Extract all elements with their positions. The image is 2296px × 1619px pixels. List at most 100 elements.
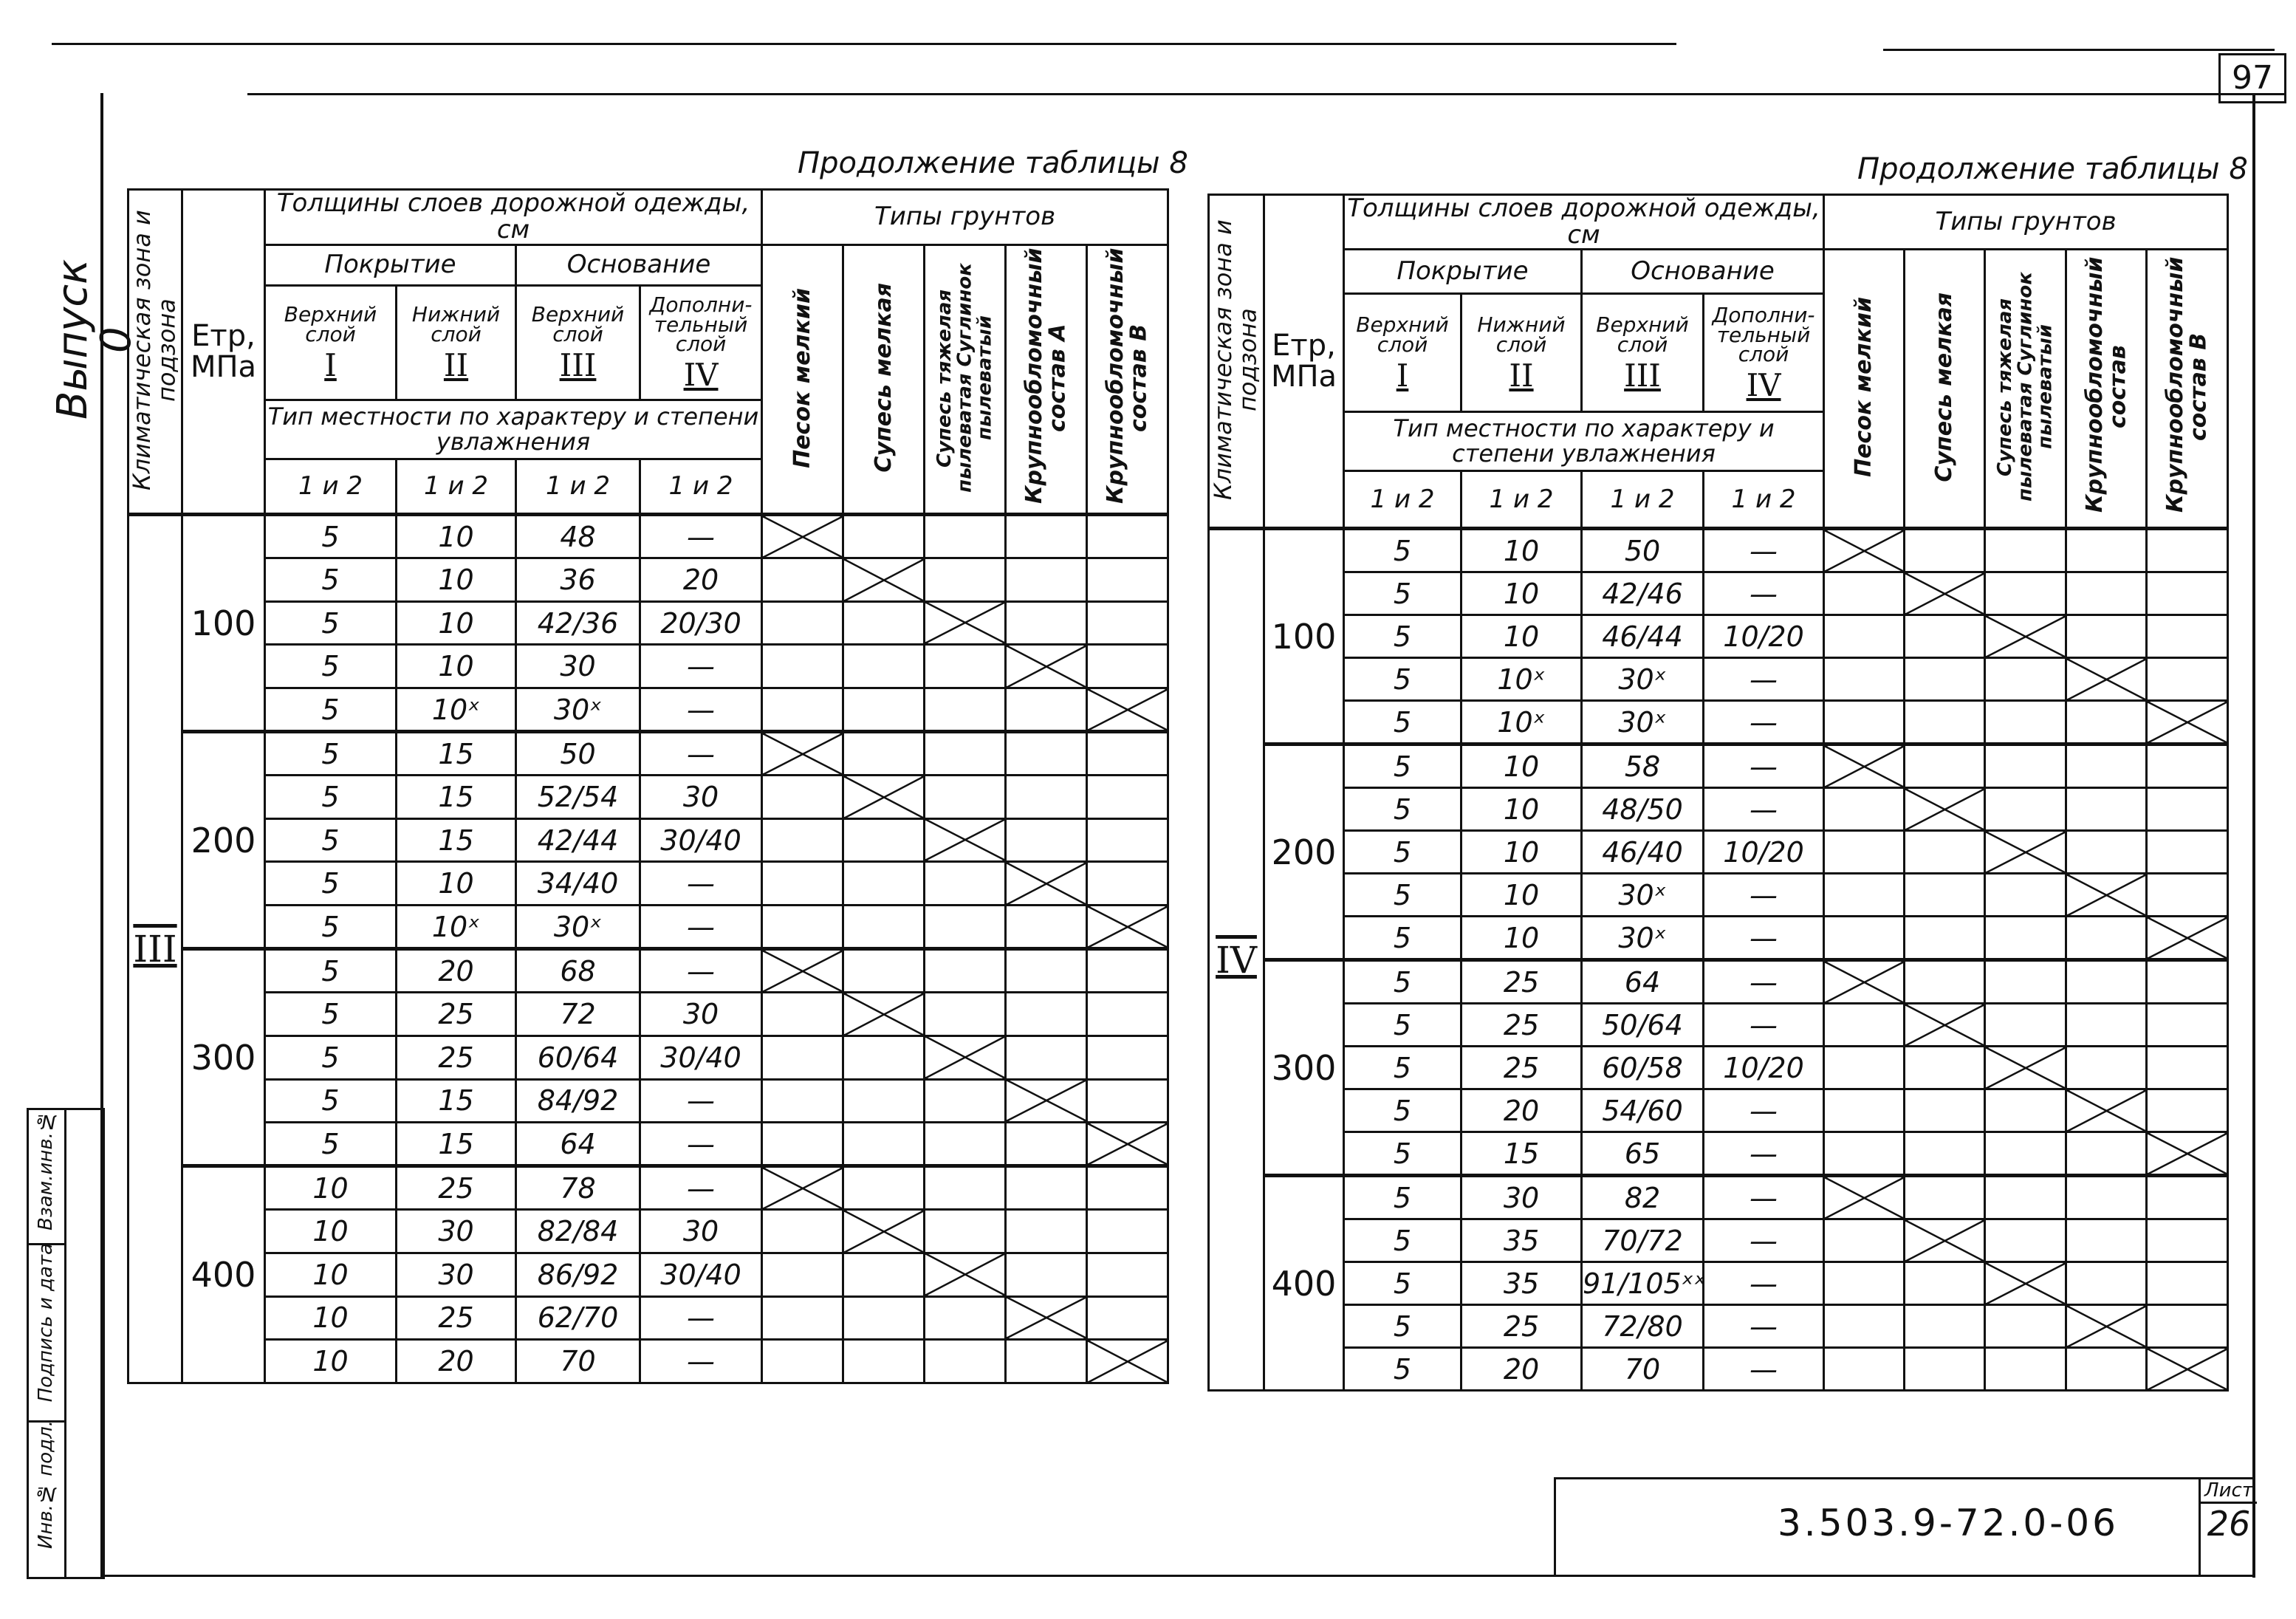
- thickness-value: 82: [1580, 1174, 1704, 1221]
- etr-value: 200: [1263, 743, 1345, 962]
- layer-name: Нижний слой: [411, 302, 501, 347]
- soil-cell: [1086, 1078, 1170, 1124]
- thickness-value: 30: [395, 1208, 517, 1254]
- terrain-header: Тип местности по характеру и степени увл…: [1342, 411, 1826, 473]
- soil-cell: [1004, 557, 1089, 603]
- thickness-value: 10: [395, 557, 517, 603]
- table-row: 300 5 25 64—: [1208, 959, 2230, 1177]
- layer-header: Нижний слой II: [1460, 292, 1583, 414]
- thickness-value: 30: [638, 774, 764, 820]
- thickness-value: 5: [264, 904, 397, 951]
- soil-cell: [1086, 1208, 1170, 1254]
- stamp-signature: Подпись и дата: [29, 1243, 66, 1423]
- thickness-value: 5: [264, 1078, 397, 1124]
- thickness-value: —: [1702, 1218, 1826, 1264]
- thickness-value: 20: [395, 1338, 517, 1384]
- thickness-value: 10: [1460, 571, 1583, 617]
- layer-header: Нижний слой II: [395, 284, 517, 401]
- soil-cell: [2065, 829, 2148, 875]
- soil-cell: [1086, 948, 1170, 994]
- soil-applicable-cross-mark: [1984, 829, 2068, 875]
- thickness-value: 5: [1343, 1304, 1462, 1349]
- soil-applicable-cross-mark: [2145, 699, 2230, 746]
- thickness-value: 25: [1460, 959, 1583, 1005]
- soil-applicable-cross-mark: [1903, 1002, 1987, 1048]
- zone-header-label: Климатическая зона и подзона: [1209, 219, 1262, 501]
- thickness-value: 20: [1460, 1088, 1583, 1134]
- soil-cell: [1984, 571, 2068, 617]
- layer-header: Верхний слой III: [515, 284, 641, 401]
- soil-cell: [2145, 743, 2230, 790]
- soil-applicable-cross-mark: [2065, 1304, 2148, 1349]
- soil-applicable-cross-mark: [1903, 787, 1987, 832]
- top-rule-right: [1883, 49, 2275, 51]
- soil-applicable-cross-mark: [842, 1208, 926, 1254]
- thickness-value: 86/92: [515, 1251, 641, 1298]
- table-row: 5 15 52/54 30: [128, 774, 1170, 820]
- thickness-value: 52/54: [515, 774, 641, 820]
- thickness-value: —: [638, 1121, 764, 1168]
- soil-cell: [1903, 743, 1987, 790]
- soil-applicable-cross-mark: [2145, 915, 2230, 962]
- soil-applicable-cross-mark: [1086, 1338, 1170, 1384]
- frame-right: [2252, 93, 2255, 1578]
- thickness-value: 5: [1343, 829, 1462, 875]
- thickness-value: —: [1702, 1174, 1826, 1221]
- thickness-value: 30ˣ: [515, 687, 641, 733]
- layer-name: Верхний слой: [531, 302, 625, 347]
- table-row: 5 10ˣ 30ˣ —: [1209, 699, 2230, 746]
- soil-cell: [2145, 1261, 2230, 1307]
- thickness-value: 5: [1343, 571, 1462, 617]
- zone-header: Климатическая зона и подзона: [127, 188, 183, 516]
- soil-cell: [2145, 1304, 2230, 1349]
- soil-cell: [1086, 600, 1170, 646]
- soil-cell: [1984, 787, 2068, 832]
- layer-header: Верхний слой I: [264, 284, 397, 401]
- thickness-value: 68: [515, 948, 641, 994]
- soil-cell: [1984, 1346, 2068, 1392]
- soil-cell: [842, 687, 926, 733]
- soil-cell: [1984, 959, 2068, 1005]
- soil-cell: [842, 1034, 926, 1081]
- thickness-value: 84/92: [515, 1078, 641, 1124]
- soil-type-header: Супесь тяжелая пылеватая Суглинок пылева…: [923, 244, 1007, 516]
- thickness-value: 10: [1460, 872, 1583, 918]
- soil-cell: [1903, 1304, 1987, 1349]
- thickness-value: 30/40: [638, 817, 764, 863]
- table-caption-right: Продолжение таблицы 8: [1857, 152, 2248, 186]
- soil-cell: [2065, 1174, 2148, 1221]
- thickness-value: 15: [1460, 1131, 1583, 1177]
- soil-cell: [1823, 1346, 1906, 1392]
- soil-cell: [1903, 915, 1987, 962]
- table-row: 5 10ˣ 30ˣ —: [128, 904, 1170, 951]
- zone-value: III: [127, 513, 183, 1384]
- soil-cell: [1004, 1121, 1089, 1168]
- thickness-value: 10: [264, 1165, 397, 1211]
- thickness-value: 15: [395, 1121, 517, 1168]
- soil-cell: [2145, 1045, 2230, 1091]
- top-rule: [52, 43, 1676, 45]
- thickness-value: —: [1702, 1346, 1826, 1392]
- soil-cell: [1004, 600, 1089, 646]
- layer-number: III: [1624, 357, 1661, 394]
- table-row: 5 10 30—: [128, 643, 1170, 690]
- thickness-value: 25: [395, 1295, 517, 1341]
- soil-cell: [1086, 513, 1170, 559]
- soil-type-label: Супесь тяжелая пылеватая Суглинок пылева…: [933, 263, 996, 493]
- soil-type-header: Супесь мелкая: [842, 244, 926, 516]
- thickness-value: 5: [1343, 1174, 1462, 1221]
- thickness-value: 10/20: [1702, 614, 1826, 660]
- table-caption-left: Продолжение таблицы 8: [798, 146, 1188, 180]
- table-row: III 100 5 10 48—: [127, 513, 1170, 1384]
- thickness-value: 25: [395, 991, 517, 1037]
- thickness-value: —: [1702, 1304, 1826, 1349]
- soil-cell: [2065, 743, 2148, 790]
- soil-cell: [1086, 1251, 1170, 1298]
- soil-applicable-cross-mark: [842, 774, 926, 820]
- soil-cell: [761, 600, 845, 646]
- soil-cell: [1903, 699, 1987, 746]
- thickness-value: 25: [1460, 1002, 1583, 1048]
- soil-type-header: Крупнообломочный состав А: [1004, 244, 1089, 516]
- thickness-value: 10: [395, 513, 517, 559]
- sheet-cell: Лист 26: [2199, 1479, 2257, 1577]
